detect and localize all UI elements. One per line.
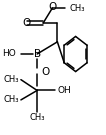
Text: CH₃: CH₃ bbox=[3, 75, 19, 84]
Text: CH₃: CH₃ bbox=[29, 113, 45, 122]
Text: HO: HO bbox=[2, 50, 16, 58]
Text: B: B bbox=[34, 49, 41, 59]
Text: OH: OH bbox=[57, 86, 71, 95]
Text: CH₃: CH₃ bbox=[70, 4, 85, 13]
Text: O: O bbox=[48, 2, 56, 12]
Text: O: O bbox=[41, 67, 49, 77]
Text: CH₃: CH₃ bbox=[3, 95, 19, 104]
Text: O: O bbox=[23, 18, 31, 28]
